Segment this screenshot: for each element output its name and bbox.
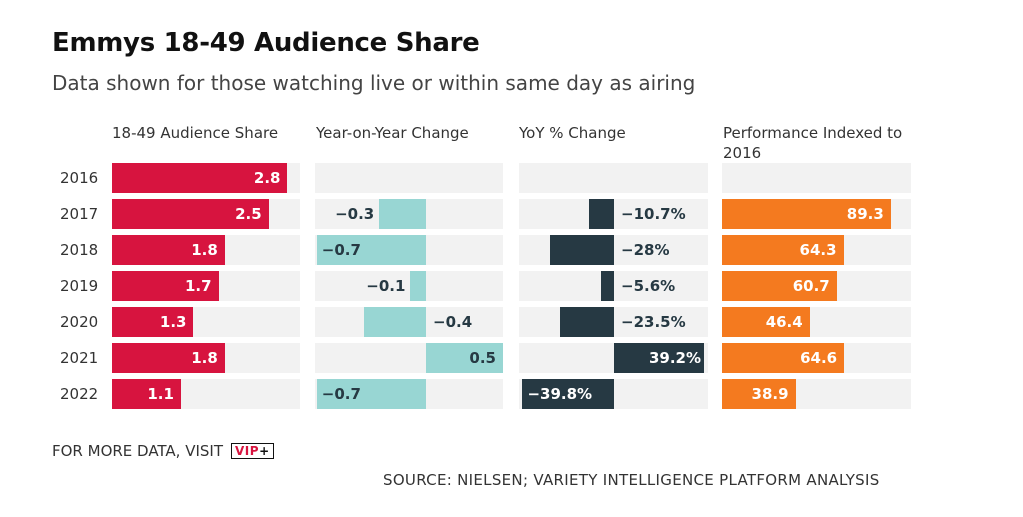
data-label: −0.1 (366, 277, 406, 295)
more-data-text: FOR MORE DATA, VISIT (52, 442, 224, 460)
chart-cell: −28% (519, 235, 708, 265)
chart-cell: 2.5 (112, 199, 300, 229)
chart-cell (519, 163, 708, 193)
chart-cell: 2.8 (112, 163, 300, 193)
bar (112, 163, 288, 193)
bar (559, 307, 614, 337)
data-label: 64.6 (800, 349, 838, 367)
data-label: 46.4 (765, 313, 803, 331)
data-label: 0.5 (469, 349, 496, 367)
chart-cell: 60.7 (722, 271, 911, 301)
bar (549, 235, 614, 265)
data-label: 1.8 (191, 241, 218, 259)
year-label: 2022 (60, 385, 99, 403)
chart-cell: −0.1 (315, 271, 503, 301)
year-label: 2020 (60, 313, 99, 331)
chart-cell: 1.8 (112, 235, 300, 265)
chart-cell: 39.2% (519, 343, 708, 373)
year-label: 2018 (60, 241, 99, 259)
data-label: −5.6% (621, 277, 676, 295)
vip-logo-plus: + (259, 444, 270, 458)
bar (722, 271, 837, 301)
data-label: 2.5 (235, 205, 262, 223)
bar (426, 343, 503, 373)
bar (112, 307, 194, 337)
data-label: −0.7 (321, 241, 361, 259)
bar (522, 379, 614, 409)
bar (722, 379, 796, 409)
data-label: 39.2% (648, 349, 701, 367)
chart-cell: −5.6% (519, 271, 708, 301)
chart-cell: 1.1 (112, 379, 300, 409)
bar (112, 235, 225, 265)
bar (363, 307, 426, 337)
chart-cell: 64.6 (722, 343, 911, 373)
data-label: −28% (621, 241, 670, 259)
data-label: −0.7 (321, 385, 361, 403)
bar (722, 307, 810, 337)
chart-cell: 46.4 (722, 307, 911, 337)
chart-cell: −39.8% (519, 379, 708, 409)
chart-cell: −10.7% (519, 199, 708, 229)
bar (316, 379, 426, 409)
column-header-3: YoY % Change (519, 124, 626, 142)
chart-cell: −23.5% (519, 307, 708, 337)
data-label: 1.3 (159, 313, 187, 331)
chart-cell: −0.4 (315, 307, 503, 337)
bar (601, 271, 614, 301)
column-header-2: Year-on-Year Change (316, 124, 469, 142)
data-label: −0.4 (433, 313, 473, 331)
bar (112, 199, 269, 229)
data-label: −10.7% (621, 205, 686, 223)
column-header-4: Performance Indexed to 2016 (723, 124, 903, 162)
chart-cell: 1.7 (112, 271, 300, 301)
bar (112, 343, 225, 373)
bar (112, 379, 181, 409)
chart-cell: −0.7 (315, 235, 503, 265)
more-data-note: FOR MORE DATA, VISIT VIP+ (52, 442, 274, 460)
data-label: 89.3 (846, 205, 884, 223)
chart-cell: 89.3 (722, 199, 911, 229)
data-label: 1.8 (191, 349, 218, 367)
vip-logo[interactable]: VIP+ (231, 443, 274, 459)
source-note: SOURCE: NIELSEN; VARIETY INTELLIGENCE PL… (383, 471, 880, 489)
bar (379, 199, 426, 229)
data-label: 60.7 (792, 277, 830, 295)
vip-logo-text: VIP (235, 444, 260, 458)
chart-cell: 38.9 (722, 379, 911, 409)
bar (722, 199, 891, 229)
data-label: −39.8% (527, 385, 593, 403)
year-label: 2019 (60, 277, 99, 295)
data-label: 1.1 (147, 385, 174, 403)
bar (614, 343, 705, 373)
chart-cell (722, 163, 911, 193)
data-label: −0.3 (335, 205, 375, 223)
chart-cell: −0.7 (315, 379, 503, 409)
year-label: 2016 (60, 169, 99, 187)
chart-cell: 64.3 (722, 235, 911, 265)
year-label: 2021 (60, 349, 99, 367)
chart-cell: 1.8 (112, 343, 300, 373)
chart-cell: 0.5 (315, 343, 503, 373)
year-label: 2017 (60, 205, 99, 223)
data-label: −23.5% (621, 313, 686, 331)
bar (316, 235, 426, 265)
chart-subtitle: Data shown for those watching live or wi… (52, 71, 696, 95)
bar (589, 199, 614, 229)
data-label: 64.3 (799, 241, 837, 259)
bar (722, 343, 845, 373)
data-label: 2.8 (253, 169, 281, 187)
bar (722, 235, 844, 265)
chart-cell (315, 163, 503, 193)
bar (410, 271, 426, 301)
bar (112, 271, 219, 301)
data-label: 38.9 (751, 385, 789, 403)
chart-title: Emmys 18-49 Audience Share (52, 28, 480, 58)
column-header-1: 18-49 Audience Share (112, 124, 279, 142)
chart-cell: 1.3 (112, 307, 300, 337)
chart-cell: −0.3 (315, 199, 503, 229)
data-label: 1.7 (184, 277, 212, 295)
